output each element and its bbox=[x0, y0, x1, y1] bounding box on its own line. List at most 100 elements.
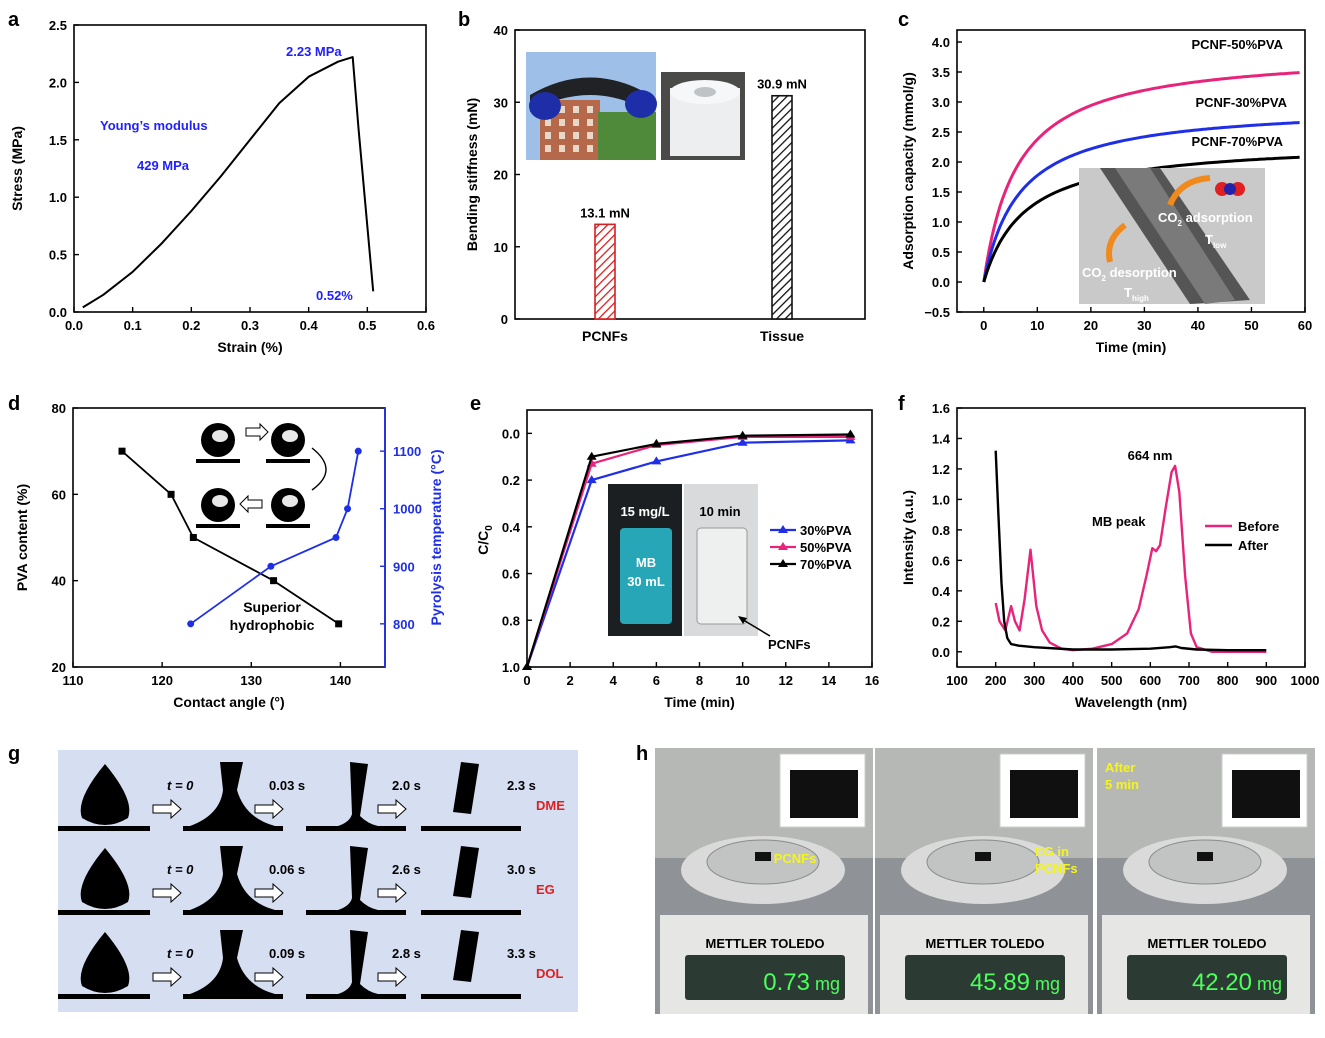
photo-window bbox=[559, 132, 565, 139]
x-tick-label-a: 0.4 bbox=[300, 318, 319, 333]
photo-window bbox=[559, 145, 565, 152]
x-tick-label-a: 0.2 bbox=[182, 318, 200, 333]
photo-window bbox=[559, 106, 565, 113]
legend-label: After bbox=[1238, 538, 1268, 553]
sequence-arrow bbox=[377, 882, 407, 904]
plot-frame-f bbox=[956, 407, 1306, 668]
balance-display bbox=[905, 955, 1065, 1000]
photo-window bbox=[587, 132, 593, 139]
bar-value-label: 13.1 mN bbox=[580, 205, 630, 220]
t-low-label: Tlow bbox=[1205, 232, 1227, 250]
photo-window bbox=[573, 145, 579, 152]
substrate-line bbox=[58, 994, 150, 999]
x-tick-label-d: 130 bbox=[240, 673, 262, 688]
photo-caption-line: 5 min bbox=[1105, 777, 1139, 792]
substrate bbox=[196, 459, 240, 463]
x-tick-label-a: 0.3 bbox=[241, 318, 259, 333]
balance-reading: 42.20 bbox=[1192, 969, 1252, 996]
data-point bbox=[118, 447, 126, 455]
time-label: t = 0 bbox=[167, 862, 194, 877]
y-tick-label-c: 0.5 bbox=[932, 245, 950, 260]
time-label: 2.8 s bbox=[392, 946, 421, 961]
y-tick-label-f: 0.2 bbox=[932, 614, 950, 629]
x-tick-label-d: 110 bbox=[63, 673, 84, 688]
droplet-initial bbox=[80, 764, 130, 825]
x-tick-label-a: 0.0 bbox=[65, 318, 83, 333]
time-label: t = 0 bbox=[167, 946, 194, 961]
photo-caption-line: After bbox=[1105, 760, 1135, 775]
substrate-line bbox=[306, 826, 406, 831]
photo-glove-left bbox=[529, 92, 561, 120]
data-point bbox=[737, 430, 748, 439]
legend-label: Before bbox=[1238, 519, 1279, 534]
data-point bbox=[344, 505, 352, 513]
y-tick-label-c: 4.0 bbox=[932, 35, 950, 50]
inset-droplets-d bbox=[196, 422, 327, 528]
time-label: t = 0 bbox=[167, 778, 194, 793]
x-tick-label-c: 60 bbox=[1298, 318, 1312, 333]
droplet-thinning bbox=[338, 930, 378, 994]
legend-marker bbox=[778, 542, 788, 550]
annotation-superior: Superior bbox=[243, 599, 301, 615]
y-tick-label-c: 0.0 bbox=[932, 275, 950, 290]
sequence-arrow bbox=[152, 798, 182, 820]
x-tick-label-e: 8 bbox=[696, 673, 703, 688]
sample-piece bbox=[755, 852, 771, 861]
data-point bbox=[651, 456, 662, 465]
y-tick-label-c: 2.0 bbox=[932, 155, 950, 170]
x-tick-label-e: 12 bbox=[779, 673, 793, 688]
x-axis-title-c: Time (min) bbox=[1096, 339, 1167, 355]
legend-marker bbox=[778, 559, 788, 567]
photo-caption-line: PCNFs bbox=[1035, 861, 1078, 876]
substrate bbox=[266, 524, 310, 528]
chart-d: 110 120 130 140 20 40 60 80 800 900 1000 1100 Contac… bbox=[14, 401, 444, 710]
petri-dish bbox=[926, 839, 1040, 885]
y-tick-label-a: 0.5 bbox=[49, 248, 67, 263]
droplet-spreading bbox=[190, 846, 275, 910]
balance-unit: mg bbox=[1035, 974, 1060, 994]
arrow-right bbox=[245, 422, 269, 442]
photo-window bbox=[573, 106, 579, 113]
y-axis-title-e: C/C0 bbox=[475, 525, 495, 555]
youngs-modulus-label: Young’s modulus bbox=[100, 118, 208, 133]
y-tick-label-d: 40 bbox=[52, 574, 66, 589]
x-tick-label-c: 40 bbox=[1191, 318, 1205, 333]
y-tick-label-b: 20 bbox=[494, 168, 508, 183]
time-label: 0.09 s bbox=[269, 946, 305, 961]
time-label: 0.06 s bbox=[269, 862, 305, 877]
photo-caption: PCNFs bbox=[774, 851, 817, 866]
y-tick-label-e: 0.4 bbox=[502, 520, 521, 535]
panel-letter-g: g bbox=[8, 743, 20, 765]
photo-window bbox=[587, 106, 593, 113]
x-tick-label-c: 30 bbox=[1137, 318, 1151, 333]
sample-piece bbox=[1197, 852, 1213, 861]
x-axis-title-e: Time (min) bbox=[664, 694, 735, 710]
plot-frame-a bbox=[73, 24, 427, 313]
legend-marker bbox=[778, 525, 788, 533]
panel-letter-f: f bbox=[898, 393, 905, 415]
x-tick-label-e: 2 bbox=[567, 673, 574, 688]
peak-label: 664 nm bbox=[1128, 448, 1173, 463]
sequence-arrow bbox=[377, 798, 407, 820]
x-tick-label-e: 14 bbox=[822, 673, 837, 688]
t-text: T bbox=[1205, 232, 1213, 247]
data-point bbox=[267, 562, 275, 570]
panel-g-background bbox=[58, 750, 578, 1012]
sequence-arrow bbox=[254, 882, 284, 904]
chart-f: 100 200 300 400 500 600 700 800 900 1000 0.0 0.2 0.4… bbox=[900, 401, 1319, 710]
bar-pcnfs bbox=[594, 223, 616, 320]
photo-tissue-hole bbox=[694, 87, 716, 97]
y-tick-label-d-right: 900 bbox=[393, 559, 415, 574]
y-tick-label-f: 1.2 bbox=[932, 462, 950, 477]
y-tick-label-a: 0.0 bbox=[49, 305, 67, 320]
data-point bbox=[737, 437, 748, 446]
vial-volume: 30 mL bbox=[627, 574, 665, 589]
substrate-line bbox=[306, 910, 406, 915]
molecule-c bbox=[1224, 183, 1236, 195]
substrate-line bbox=[58, 910, 150, 915]
substrate-line bbox=[421, 910, 521, 915]
petri-dish bbox=[706, 839, 820, 885]
mb-peak-label: MB peak bbox=[1092, 514, 1146, 529]
y-tick-label-f: 0.4 bbox=[932, 584, 951, 599]
